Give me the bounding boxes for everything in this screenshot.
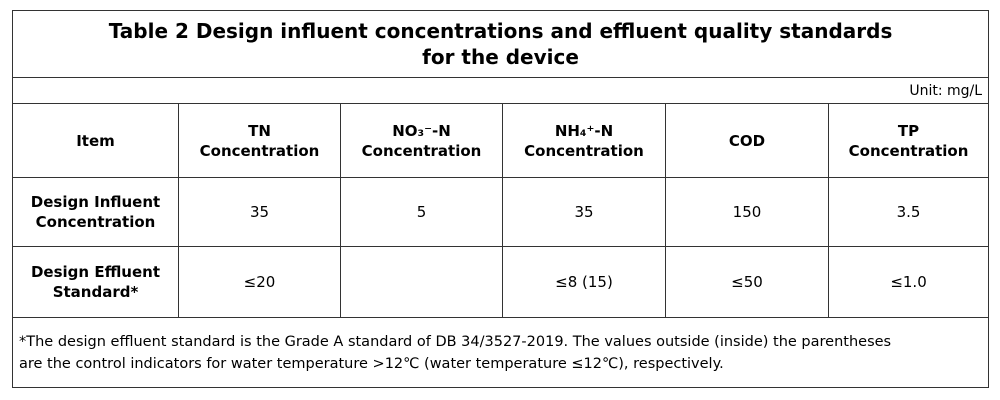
cell: 5 <box>340 177 503 247</box>
header-cell: NO₃⁻-N Concentration <box>340 103 503 178</box>
row-label: Design Influent Concentration <box>12 177 179 247</box>
cell <box>340 246 503 318</box>
table: Table 2 Design influent concentrations a… <box>11 10 990 388</box>
cell: ≤8 (15) <box>502 246 666 318</box>
cell: ≤1.0 <box>827 246 990 318</box>
row-label: Design Effluent Standard* <box>12 246 179 318</box>
header-cell: TP Concentration <box>827 103 990 178</box>
table-container: Table 2 Design influent concentrations a… <box>11 10 990 388</box>
cell: 150 <box>665 177 829 247</box>
cell: ≤20 <box>178 246 341 318</box>
header-cell: NH₄⁺-N Concentration <box>502 103 666 178</box>
cell: 3.5 <box>827 177 990 247</box>
header-cell: TN Concentration <box>178 103 341 178</box>
header-cell: Item <box>12 103 179 178</box>
table-title: Table 2 Design influent concentrations a… <box>11 10 990 78</box>
footnote: *The design effluent standard is the Gra… <box>11 317 990 388</box>
cell: 35 <box>502 177 666 247</box>
cell: ≤50 <box>665 246 829 318</box>
header-cell: COD <box>665 103 829 178</box>
cell: 35 <box>178 177 341 247</box>
unit-label: Unit: mg/L <box>11 77 990 104</box>
